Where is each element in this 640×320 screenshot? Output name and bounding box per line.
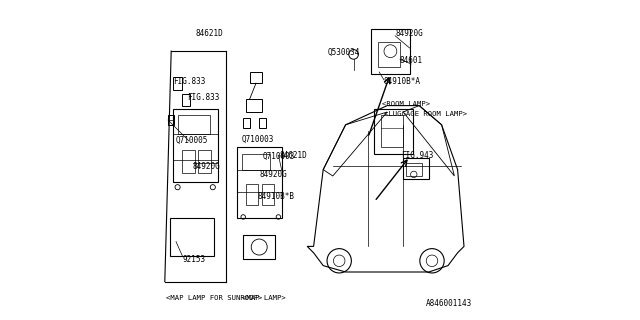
Bar — [371, 29, 410, 74]
Bar — [381, 115, 403, 147]
Text: 84920G: 84920G — [396, 29, 423, 38]
Bar — [173, 77, 182, 90]
Bar — [378, 42, 400, 67]
Text: 84621D: 84621D — [195, 29, 223, 38]
Text: Q710005: Q710005 — [176, 136, 209, 145]
Bar — [406, 163, 422, 176]
Text: FIG.943: FIG.943 — [402, 151, 434, 160]
Text: Q710003: Q710003 — [242, 135, 274, 144]
Bar — [173, 109, 218, 182]
Text: 84621D: 84621D — [280, 151, 308, 160]
Bar — [198, 150, 211, 173]
Bar — [178, 115, 210, 134]
Text: 92153: 92153 — [182, 255, 205, 264]
Bar — [250, 72, 262, 83]
Bar — [243, 235, 275, 259]
Text: FIG.833: FIG.833 — [187, 93, 220, 102]
Text: <ROOM LAMP>: <ROOM LAMP> — [383, 101, 431, 107]
Bar — [168, 115, 174, 125]
Bar — [182, 94, 191, 106]
Bar — [170, 218, 214, 256]
Text: A846001143: A846001143 — [426, 300, 472, 308]
Bar — [374, 109, 413, 154]
Bar — [243, 118, 250, 128]
Text: Q710003: Q710003 — [262, 152, 295, 161]
Text: 84920G: 84920G — [259, 170, 287, 179]
Bar — [246, 99, 262, 112]
Bar — [246, 184, 258, 205]
Text: Q530034: Q530034 — [328, 48, 360, 57]
Text: FIG.833: FIG.833 — [173, 77, 205, 86]
Text: <MAP LAMP>: <MAP LAMP> — [242, 295, 285, 300]
Bar — [259, 118, 266, 128]
Bar — [237, 147, 282, 218]
Text: 84910B*A: 84910B*A — [384, 77, 421, 86]
Text: <MAP LAMP FOR SUNROOF>: <MAP LAMP FOR SUNROOF> — [166, 295, 262, 300]
Text: 84601: 84601 — [400, 56, 423, 65]
Text: <LUGGAGE ROOM LAMP>: <LUGGAGE ROOM LAMP> — [384, 111, 467, 116]
Bar — [242, 154, 270, 170]
Text: 84910B*B: 84910B*B — [258, 192, 294, 201]
Text: 84920G: 84920G — [193, 162, 221, 171]
Bar — [403, 158, 429, 179]
Bar — [182, 150, 195, 173]
Bar — [262, 184, 274, 205]
